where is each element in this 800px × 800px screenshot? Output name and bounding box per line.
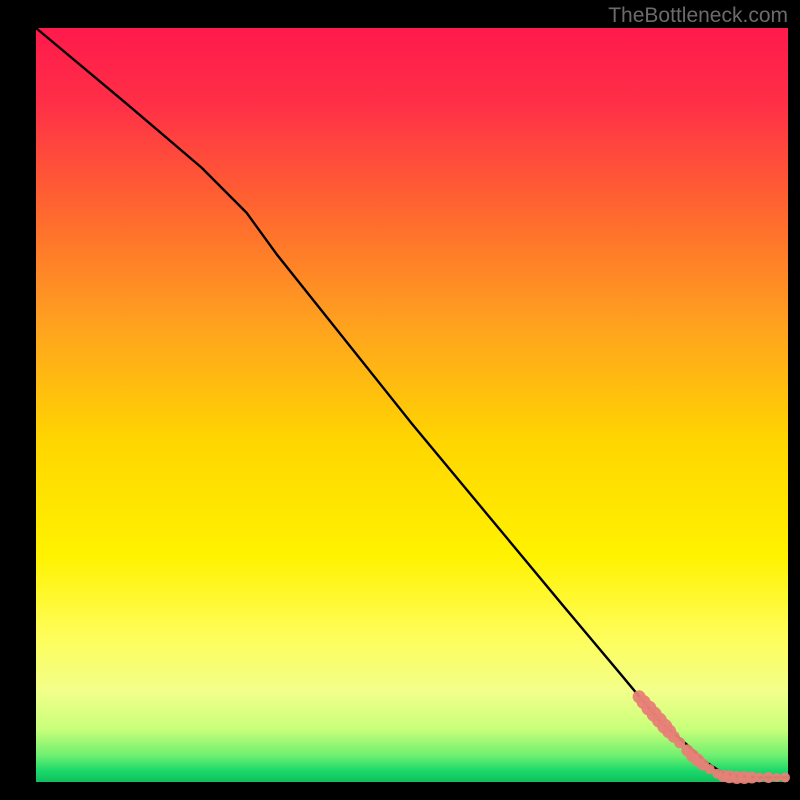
chart-canvas: TheBottleneck.com — [0, 0, 800, 800]
data-marker — [780, 772, 790, 782]
data-marker — [772, 773, 781, 782]
watermark-label: TheBottleneck.com — [608, 4, 788, 28]
chart-svg — [0, 0, 800, 800]
plot-gradient-background — [36, 28, 788, 782]
data-marker — [754, 772, 764, 782]
